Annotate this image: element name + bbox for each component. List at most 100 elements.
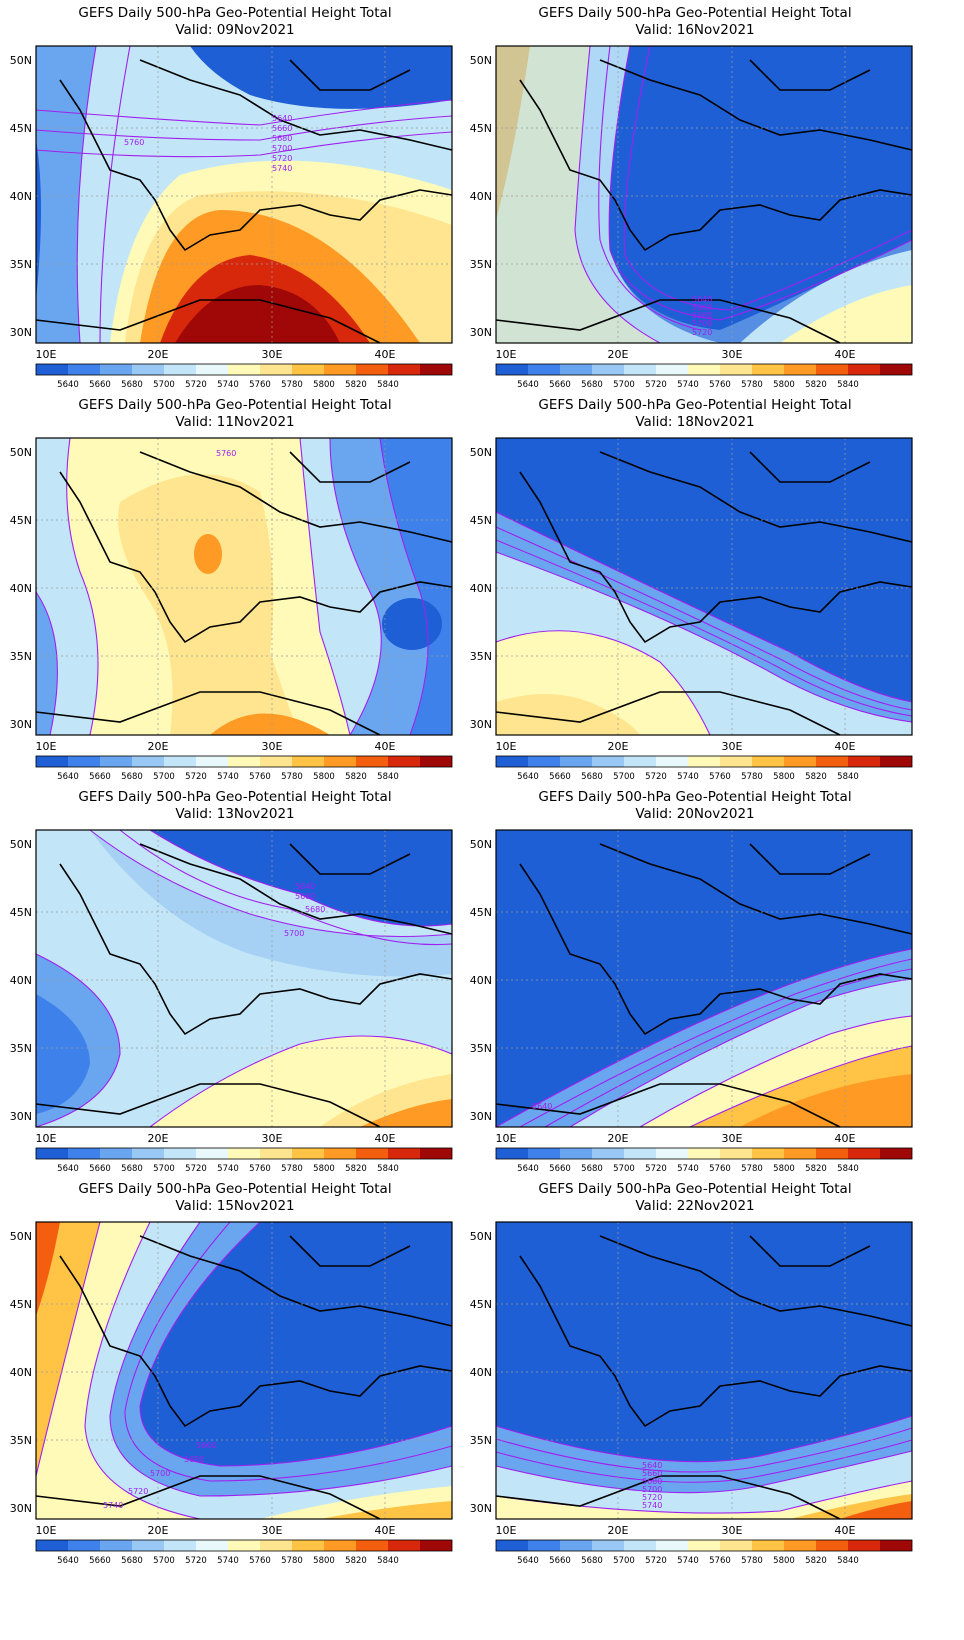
y-tick-label: 40N xyxy=(10,1366,32,1379)
colorbar-label: 5760 xyxy=(709,1164,731,1174)
colorbar-label: 5660 xyxy=(549,380,571,390)
colorbar-label: 5660 xyxy=(549,772,571,782)
x-tick-label: 40E xyxy=(835,1132,856,1145)
colorbar-label: 5820 xyxy=(805,1164,827,1174)
colorbar-label: 5740 xyxy=(217,1164,239,1174)
colorbar-label: 5760 xyxy=(709,1556,731,1566)
colorbar-label: 5820 xyxy=(805,772,827,782)
y-tick-label: 35N xyxy=(470,1042,492,1055)
colorbar: 5640 5660 5680 5700 5720 5740 5760 5780 5800 5820… xyxy=(495,363,913,390)
y-tick-label: 45N xyxy=(470,906,492,919)
colorbar-label: 5820 xyxy=(345,772,367,782)
colorbar-label: 5800 xyxy=(313,772,335,782)
y-tick-label: 45N xyxy=(10,122,32,135)
colorbar-label: 5840 xyxy=(837,772,859,782)
colorbar-label: 5820 xyxy=(345,380,367,390)
y-tick-label: 50N xyxy=(10,446,32,459)
y-tick-label: 30N xyxy=(10,326,32,339)
x-tick-label: 30E xyxy=(262,1132,283,1145)
panel-valid-date: Valid: 09Nov2021 xyxy=(175,22,295,38)
colorbar-label: 5640 xyxy=(57,380,79,390)
panel-title: GEFS Daily 500-hPa Geo-Potential Height … xyxy=(78,1181,392,1197)
colorbar-label: 5680 xyxy=(581,380,603,390)
map-chart: 50N 45N 40N 35N 30N 10E 20E 30E 40E 5640… xyxy=(10,829,453,1174)
colorbar-label: 5780 xyxy=(741,772,763,782)
colorbar: 5640 5660 5680 5700 5720 5740 5760 5780 5800 5820… xyxy=(495,755,913,782)
colorbar-label: 5740 xyxy=(677,1164,699,1174)
y-tick-label: 50N xyxy=(470,838,492,851)
y-tick-label: 40N xyxy=(470,582,492,595)
colorbar-label: 5680 xyxy=(581,1556,603,1566)
contour-label: 5700 xyxy=(150,1469,170,1478)
y-tick-label: 40N xyxy=(470,190,492,203)
contour-label: 5660 xyxy=(196,1441,216,1450)
colorbar-label: 5840 xyxy=(837,1556,859,1566)
colorbar-label: 5660 xyxy=(549,1164,571,1174)
y-tick-label: 45N xyxy=(470,1298,492,1311)
colorbar-label: 5660 xyxy=(89,380,111,390)
colorbar-label: 5820 xyxy=(345,1556,367,1566)
contour-label: 5660 xyxy=(642,1469,662,1478)
x-tick-label: 10E xyxy=(496,348,517,361)
x-tick-label: 40E xyxy=(375,348,396,361)
x-tick-label: 10E xyxy=(36,1524,57,1537)
contour-label: 5660 xyxy=(272,124,292,133)
x-tick-label: 30E xyxy=(722,1524,743,1537)
panel-title: GEFS Daily 500-hPa Geo-Potential Height … xyxy=(78,789,392,805)
y-tick-label: 30N xyxy=(470,718,492,731)
contour-label: 5720 xyxy=(128,1487,148,1496)
contour-label: 5680 xyxy=(692,311,712,320)
y-tick-label: 50N xyxy=(470,54,492,67)
colorbar-label: 5660 xyxy=(549,1556,571,1566)
colorbar-label: 5640 xyxy=(517,1556,539,1566)
y-tick-label: 35N xyxy=(10,650,32,663)
map-chart: 50N 45N 40N 35N 30N 10E 20E 30E 40E 5760… xyxy=(10,437,453,782)
y-tick-label: 45N xyxy=(470,122,492,135)
y-tick-label: 40N xyxy=(10,974,32,987)
x-tick-label: 20E xyxy=(148,348,169,361)
x-tick-label: 40E xyxy=(835,348,856,361)
colorbar-label: 5800 xyxy=(313,380,335,390)
y-tick-label: 50N xyxy=(10,54,32,67)
colorbar-label: 5640 xyxy=(57,1164,79,1174)
panel-title: GEFS Daily 500-hPa Geo-Potential Height … xyxy=(538,1181,852,1197)
colorbar-label: 5740 xyxy=(677,380,699,390)
x-tick-label: 40E xyxy=(835,740,856,753)
colorbar-label: 5840 xyxy=(377,380,399,390)
colorbar-label: 5740 xyxy=(217,1556,239,1566)
colorbar-label: 5800 xyxy=(313,1164,335,1174)
panel-11nov2021: GEFS Daily 500-hPa Geo-Potential Height … xyxy=(0,392,470,792)
colorbar-label: 5800 xyxy=(773,1164,795,1174)
contour-label: 5700 xyxy=(642,1485,662,1494)
colorbar-label: 5720 xyxy=(645,772,667,782)
colorbar-label: 5700 xyxy=(153,1164,175,1174)
panel-valid-date: Valid: 20Nov2021 xyxy=(635,806,755,822)
y-tick-label: 50N xyxy=(470,446,492,459)
colorbar: 5640 5660 5680 5700 5720 5740 5760 5780 5800 5820… xyxy=(35,1147,453,1174)
colorbar-label: 5700 xyxy=(153,1556,175,1566)
x-tick-label: 10E xyxy=(496,1132,517,1145)
contour-label: 5660 xyxy=(295,892,315,901)
y-tick-label: 30N xyxy=(10,718,32,731)
colorbar-label: 5680 xyxy=(121,1164,143,1174)
colorbar-label: 5760 xyxy=(249,1164,271,1174)
contour-label: 5720 xyxy=(692,328,712,337)
x-tick-label: 30E xyxy=(262,1524,283,1537)
colorbar: 5640 5660 5680 5700 5720 5740 5760 5780 5800 5820… xyxy=(35,1539,453,1566)
panel-18nov2021: GEFS Daily 500-hPa Geo-Potential Height … xyxy=(460,392,930,792)
x-tick-label: 30E xyxy=(262,740,283,753)
colorbar-label: 5800 xyxy=(773,772,795,782)
colorbar-label: 5680 xyxy=(121,772,143,782)
colorbar-label: 5640 xyxy=(517,772,539,782)
contour-label: 5680 xyxy=(272,134,292,143)
panel-title: GEFS Daily 500-hPa Geo-Potential Height … xyxy=(538,5,852,21)
x-tick-label: 40E xyxy=(375,1524,396,1537)
colorbar-label: 5640 xyxy=(517,1164,539,1174)
panel-13nov2021: GEFS Daily 500-hPa Geo-Potential Height … xyxy=(0,784,470,1184)
x-tick-label: 30E xyxy=(722,740,743,753)
colorbar-label: 5660 xyxy=(89,1556,111,1566)
colorbar-label: 5640 xyxy=(517,380,539,390)
x-tick-label: 40E xyxy=(835,1524,856,1537)
x-tick-label: 20E xyxy=(148,1132,169,1145)
y-tick-label: 30N xyxy=(470,326,492,339)
